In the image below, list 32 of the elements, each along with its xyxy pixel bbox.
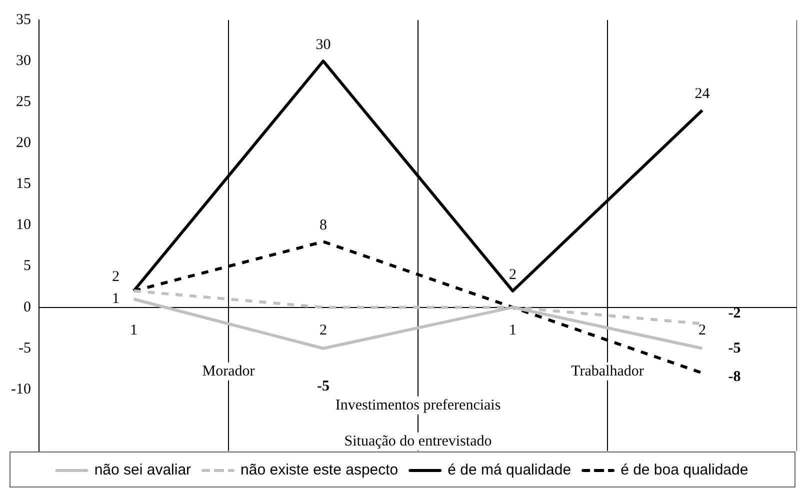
data-label: 24 [694,86,710,102]
y-tick-label: 20 [16,135,31,152]
y-tick-label: 30 [16,52,31,69]
y-tick-label: 10 [16,217,31,234]
x-tick-label: 1 [509,322,516,338]
data-label: -5 [316,378,330,394]
annotation: Morador [202,363,255,380]
y-tick-label: 35 [16,12,31,28]
annotation: Trabalhador [571,363,644,380]
data-label: -5 [728,340,741,356]
data-label: -8 [728,368,741,385]
data-label: 8 [319,218,327,234]
y-tick-label: 25 [16,94,31,110]
x-tick-label: 2 [698,322,706,338]
data-label: -2 [728,306,741,322]
y-tick-label: 0 [23,299,31,316]
legend-label: não sei avaliar [94,462,192,479]
x-axis-title: Investimentos preferenciais [335,397,501,414]
y-tick-label: -5 [18,340,31,356]
legend-label: é de boa qualidade [620,462,748,479]
data-label: 1 [112,291,120,308]
legend-label: não existe este aspecto [240,462,398,479]
y-tick-label: -10 [10,381,31,398]
y-tick-label: 5 [23,258,31,274]
data-label: 30 [316,36,331,53]
legend-label: é de má qualidade [448,462,572,479]
x-tick-label: 2 [319,322,327,338]
data-label: 2 [112,268,120,285]
x-tick-label: 1 [130,322,138,338]
data-label: 2 [509,266,516,283]
annotation: Situação do entrevistado [344,433,492,450]
y-tick-label: 15 [16,176,31,192]
